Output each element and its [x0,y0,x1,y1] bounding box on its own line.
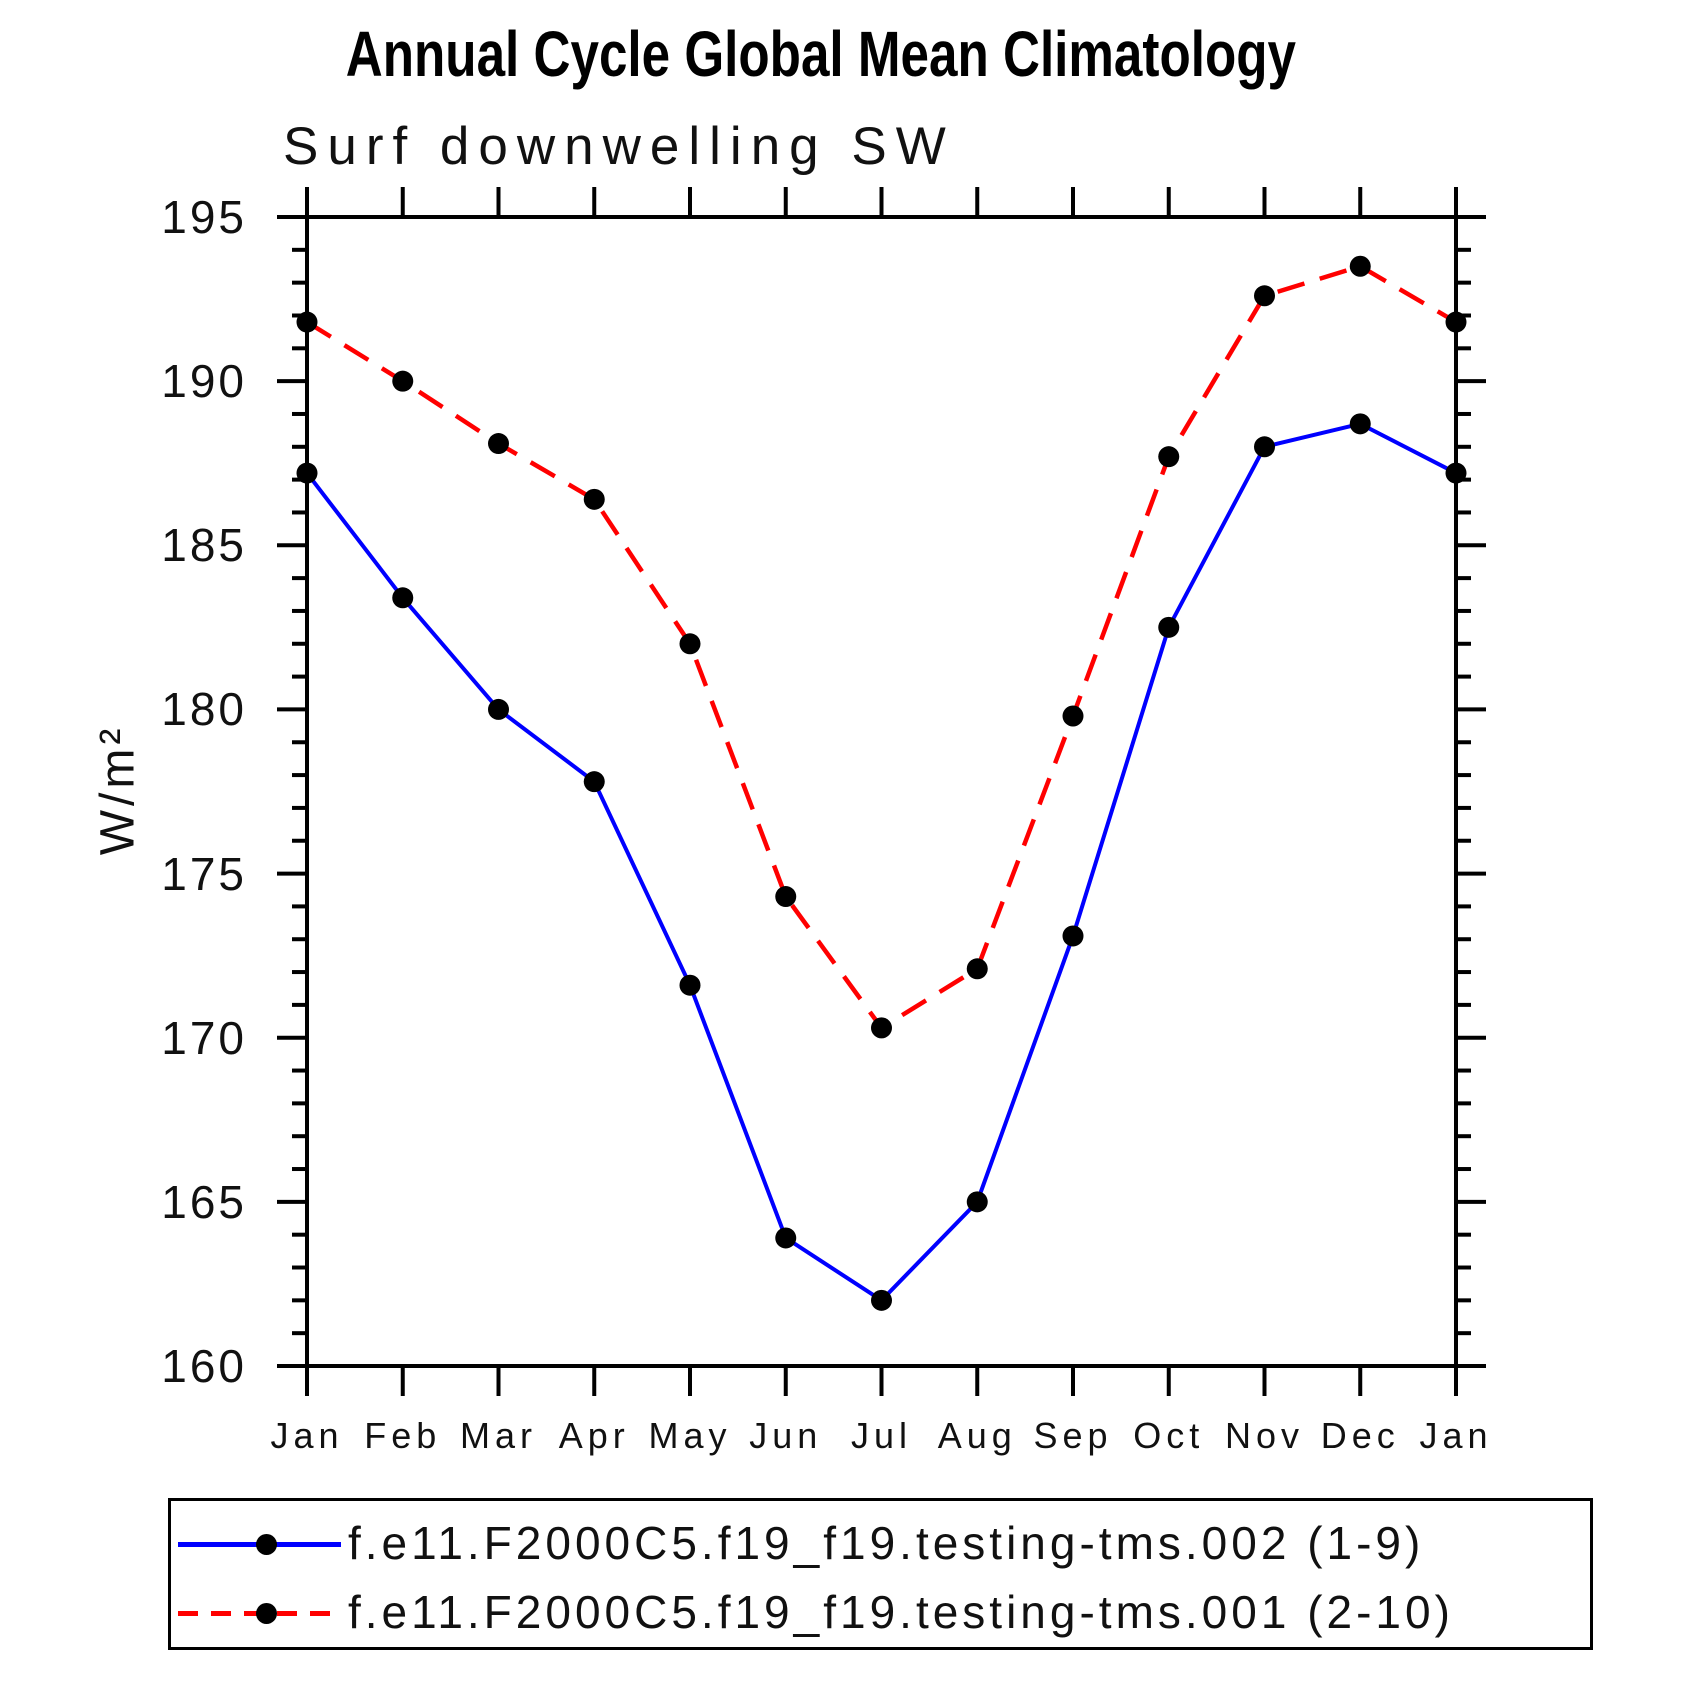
marker-dot-icon [256,1534,277,1555]
data-point-dot [1445,462,1467,484]
data-point-dot [488,433,509,455]
data-point-dot [775,1227,797,1249]
legend-item-label: f.e11.F2000C5.f19_f19.testing-tms.002 (1… [348,1516,1425,1569]
data-point-dot [1254,436,1275,458]
x-axis-tick-label: Nov [1224,1415,1305,1456]
x-axis-tick-label: Jan [1419,1415,1493,1456]
data-point-dot [1445,311,1467,333]
legend-line-sample [178,1603,341,1624]
legend-box: f.e11.F2000C5.f19_f19.testing-tms.002 (1… [168,1498,1593,1650]
data-point-dot [1062,705,1084,727]
y-axis-tick-label: 170 [161,1011,247,1064]
data-point-dot [871,1289,892,1311]
data-point-dot [488,698,509,720]
legend-item-label: f.e11.F2000C5.f19_f19.testing-tms.001 (2… [348,1585,1454,1638]
x-axis-tick-label: Aug [937,1415,1017,1456]
chart-title-text: Annual Cycle Global Mean Climatology [345,18,1297,90]
y-axis-tick-label: 160 [161,1340,247,1392]
data-point-dot [392,587,414,609]
data-point-dot [1254,285,1275,307]
x-axis-tick-label: Jun [749,1415,823,1456]
data-point-dot [1158,446,1180,468]
data-point-dot [966,958,988,980]
data-point-dot [1349,255,1371,277]
data-point-dot [296,462,318,484]
data-point-dot [679,974,701,996]
series-line-1 [305,421,1457,1303]
y-axis-tick-label: 180 [161,683,247,736]
x-axis-tick-label: Dec [1320,1415,1400,1456]
data-point-dot [296,311,318,333]
plot-frame [305,215,1458,1368]
x-axis-tick-label: Apr [558,1415,630,1456]
x-axis-tick-label: Oct [1133,1415,1205,1456]
data-point-dot [679,633,701,655]
data-point-dot [583,488,605,510]
y-axis-tick-label: 185 [161,519,247,572]
data-point-dot [392,370,414,392]
legend-line-sample [178,1534,341,1555]
legend-item: f.e11.F2000C5.f19_f19.testing-tms.001 (2… [178,1589,1454,1635]
data-point-dot [1158,616,1180,638]
data-point-dot [966,1191,988,1213]
series-line-2 [305,263,1458,1031]
x-axis-tick-label: May [648,1415,732,1456]
x-axis-tick-label: Sep [1033,1415,1113,1456]
y-axis-tick-label: 165 [161,1175,247,1228]
y-axis-tick-label: 175 [161,847,247,900]
x-axis-tick-label: Jan [270,1415,344,1456]
data-point-dot [583,771,605,793]
data-point-dot [1349,413,1371,435]
marker-dot-icon [256,1603,277,1624]
data-point-dot [1062,925,1084,947]
chart-title: Annual Cycle Global Mean Climatology [0,22,1642,86]
x-axis-tick-label: Jul [850,1415,913,1456]
y-axis-tick-label: 190 [161,355,247,408]
legend-item: f.e11.F2000C5.f19_f19.testing-tms.002 (1… [178,1520,1424,1566]
x-axis-tick-label: Feb [364,1415,442,1456]
y-axis-tick-label: 195 [161,191,247,243]
x-axis-tick-label: Mar [460,1415,537,1456]
data-point-dot [871,1017,892,1039]
chart-subtitle: Surf downwelling SW [283,117,955,176]
data-point-dot [775,886,797,908]
